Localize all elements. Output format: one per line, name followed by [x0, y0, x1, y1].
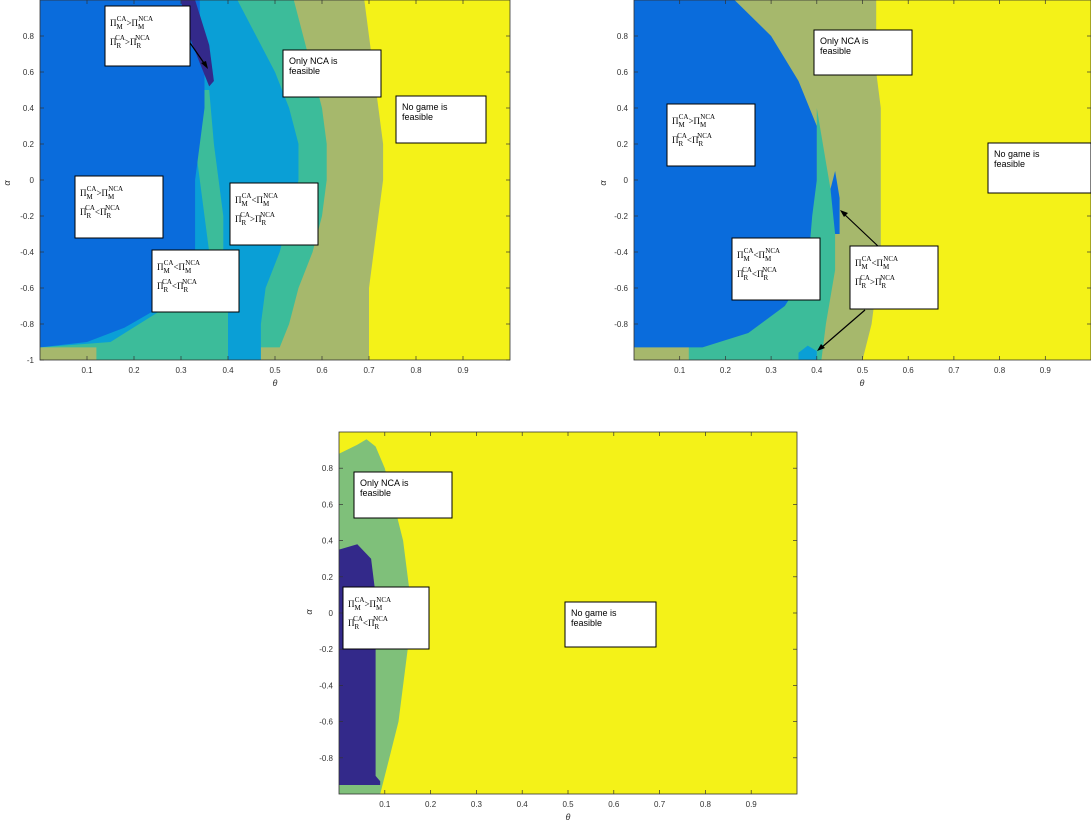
y-tick-label: -0.4 [614, 248, 628, 257]
x-tick-label: 0.4 [222, 366, 234, 375]
y-tick-label: -0.6 [319, 718, 333, 727]
annotation-text-box: No game isfeasible [565, 602, 656, 647]
x-tick-label: 0.4 [811, 366, 823, 375]
y-tick-label: -0.6 [20, 284, 34, 293]
annotation-payoff-box: ΠMCA<ΠMNCA ΠRCA>ΠRNCA [850, 246, 938, 309]
annotation-payoff-box: ΠMCA<ΠMNCA ΠRCA<ΠRNCA [152, 250, 239, 312]
x-tick-label: 0.2 [128, 366, 140, 375]
y-tick-label: -1 [27, 356, 35, 365]
y-tick-label: -0.8 [319, 754, 333, 763]
y-tick-label: 0.8 [23, 32, 35, 41]
y-tick-label: -0.4 [319, 681, 333, 690]
x-tick-label: 0.3 [471, 800, 483, 809]
y-tick-label: 0.2 [322, 573, 334, 582]
chart-3-x-label: θ [566, 812, 571, 822]
annotation-payoff-box: ΠMCA>ΠMNCA ΠRCA>ΠRNCA [105, 6, 190, 66]
annotation-payoff-box: ΠMCA<ΠMNCA ΠRCA<ΠRNCA [732, 238, 820, 300]
y-tick-label: 0.6 [617, 68, 629, 77]
chart-1-x-label: θ [273, 378, 278, 388]
chart-2-y-label: α [598, 180, 608, 186]
y-tick-label: -0.8 [614, 320, 628, 329]
x-tick-label: 0.7 [363, 366, 375, 375]
annotation-payoff-box: ΠMCA>ΠMNCA ΠRCA<ΠRNCA [343, 587, 429, 649]
x-tick-label: 0.3 [175, 366, 187, 375]
x-tick-label: 0.1 [379, 800, 391, 809]
y-tick-label: 0.4 [322, 537, 334, 546]
x-tick-label: 0.1 [674, 366, 686, 375]
y-tick-label: 0 [624, 176, 629, 185]
x-tick-label: 0.2 [720, 366, 732, 375]
x-tick-label: 0.8 [410, 366, 422, 375]
y-tick-label: -0.2 [614, 212, 628, 221]
annotation-line: feasible [289, 66, 320, 76]
y-tick-label: 0.2 [617, 140, 629, 149]
y-tick-label: 0.6 [23, 68, 35, 77]
annotation-payoff-box: ΠMCA<ΠMNCA ΠRCA>ΠRNCA [230, 183, 318, 245]
annotation-line: feasible [571, 618, 602, 628]
region-green [40, 347, 96, 360]
y-tick-label: -0.8 [20, 320, 34, 329]
annotation-line: feasible [360, 488, 391, 498]
chart-1-y-label: α [2, 180, 12, 186]
annotation-line: No game is [571, 608, 617, 618]
annotation-line: feasible [994, 159, 1025, 169]
annotation-payoff-box: ΠMCA>ΠMNCA ΠRCA<ΠRNCA [75, 176, 163, 238]
annotation-payoff-box: ΠMCA>ΠMNCA ΠRCA<ΠRNCA [667, 104, 755, 166]
y-tick-label: 0 [329, 609, 334, 618]
annotation-line: Only NCA is [360, 478, 409, 488]
y-tick-label: -0.4 [20, 248, 34, 257]
annotation-line: No game is [994, 149, 1040, 159]
annotation-line: feasible [820, 46, 851, 56]
y-tick-label: -0.2 [20, 212, 34, 221]
y-tick-label: 0.4 [617, 104, 629, 113]
y-tick-label: 0.8 [322, 464, 334, 473]
x-tick-label: 0.3 [766, 366, 778, 375]
chart-3-y-label: α [304, 609, 314, 615]
y-tick-label: 0.6 [322, 500, 334, 509]
y-tick-label: -0.6 [614, 284, 628, 293]
annotation-line: Only NCA is [289, 56, 338, 66]
x-tick-label: 0.8 [994, 366, 1006, 375]
annotation-line: Only NCA is [820, 36, 869, 46]
annotation-line: No game is [402, 102, 448, 112]
annotation-text-box: Only NCA isfeasible [283, 50, 381, 97]
x-tick-label: 0.5 [562, 800, 574, 809]
x-tick-label: 0.9 [457, 366, 469, 375]
x-tick-label: 0.9 [746, 800, 758, 809]
y-tick-label: 0.2 [23, 140, 35, 149]
x-tick-label: 0.1 [81, 366, 93, 375]
y-tick-label: 0.4 [23, 104, 35, 113]
x-tick-label: 0.9 [1040, 366, 1052, 375]
x-tick-label: 0.6 [608, 800, 620, 809]
x-tick-label: 0.5 [269, 366, 281, 375]
x-tick-label: 0.6 [316, 366, 328, 375]
y-tick-label: 0 [30, 176, 35, 185]
annotation-line: feasible [402, 112, 433, 122]
x-tick-label: 0.6 [903, 366, 915, 375]
y-tick-label: 0.8 [617, 32, 629, 41]
x-tick-label: 0.7 [654, 800, 666, 809]
x-tick-label: 0.7 [948, 366, 960, 375]
x-tick-label: 0.2 [425, 800, 437, 809]
y-tick-label: -0.2 [319, 645, 333, 654]
x-tick-label: 0.5 [857, 366, 869, 375]
chart-2-x-label: θ [860, 378, 865, 388]
x-tick-label: 0.8 [700, 800, 712, 809]
x-tick-label: 0.4 [517, 800, 529, 809]
